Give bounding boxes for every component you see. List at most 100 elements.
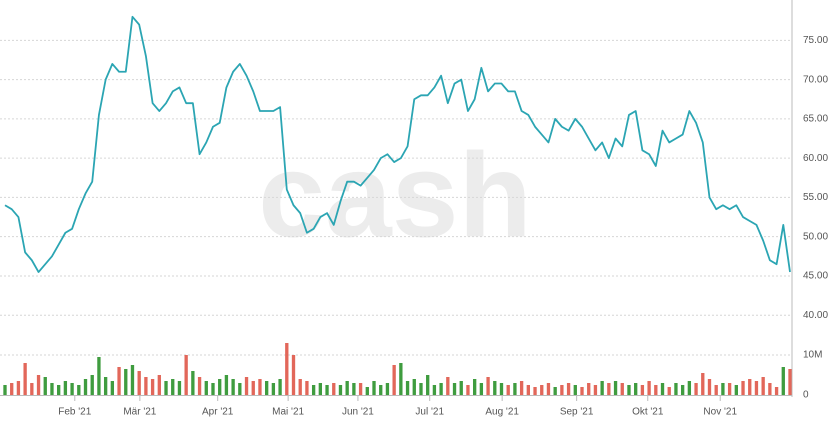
volume-bar [392,365,396,395]
volume-bar [680,385,685,395]
y-tick-label: 70.00 [803,74,828,85]
volume-bar [10,383,14,395]
volume-bar [144,377,148,395]
volume-bar [63,381,68,395]
volume-bar [50,383,54,395]
volume-bar [77,385,81,395]
volume-bar [3,385,7,395]
volume-bar [694,383,698,395]
volume-bar [244,377,249,395]
volume-bar [721,383,725,395]
volume-bar [265,381,269,395]
volume-bar [157,375,161,395]
volume-bar [634,383,638,395]
y-tick-label: 60.00 [803,153,828,164]
volume-bar [305,381,309,395]
x-tick-label: Mär '21 [123,407,156,418]
volume-bar [211,383,215,395]
volume-bar [654,385,658,395]
volume-bar [768,383,772,395]
volume-bar [486,377,490,395]
volume-bar [446,377,450,395]
x-tick-label: Okt '21 [632,407,664,418]
volume-bar [788,369,792,395]
x-tick-label: Jul '21 [415,407,444,418]
volume-bar [647,381,651,395]
volume-bar [506,385,510,395]
volume-bar [171,379,175,395]
volume-bar [526,385,530,395]
y-tick-label: 75.00 [803,35,828,46]
x-tick-label: Jun '21 [342,407,374,418]
volume-bar [472,379,477,395]
volume-bar [419,383,423,395]
volume-bar [191,371,195,395]
volume-bar [291,355,296,395]
volume-bar [345,381,349,395]
volume-bar [674,383,678,395]
volume-bar [573,385,577,395]
volume-bar [258,379,262,395]
volume-bar [164,381,168,395]
x-tick-label: Sep '21 [560,407,594,418]
volume-bar [238,383,242,395]
y-tick-label: 45.00 [803,271,828,282]
volume-bar [593,385,598,395]
volume-bar [130,365,135,395]
volume-bar [332,383,336,395]
volume-bar [540,385,544,395]
volume-bar [499,383,504,395]
volume-bar [399,363,403,395]
volume-bar [285,343,289,395]
volume-bar [707,379,712,395]
volume-bar [580,387,584,395]
volume-bar [607,383,611,395]
watermark: cash [258,129,532,263]
volume-bar [627,385,631,395]
volume-bar [600,381,604,395]
volume-bar [271,383,276,395]
volume-bar [103,377,108,395]
volume-bar [231,379,235,395]
volume-bar [533,387,537,395]
volume-bar [36,375,41,395]
volume-bar [204,381,208,395]
volume-bar [754,381,759,395]
volume-bar [566,383,571,395]
price-line [4,15,791,273]
volume-bar [426,375,430,395]
y-tick-label: 65.00 [803,114,828,125]
volume-bar [748,379,752,395]
volume-bar [358,383,363,395]
volume-bar [224,375,229,395]
volume-bar [466,385,470,395]
volume-bar [311,385,316,395]
volume-bar [352,383,356,395]
y-tick-label: 50.00 [803,231,828,242]
volume-bar [251,381,255,395]
volume-bar [513,383,517,395]
volume-bar [734,385,738,395]
x-tick-label: Mai '21 [272,407,304,418]
volume-bar [23,363,27,395]
volume-bar [640,385,645,395]
volume-bar [70,383,74,395]
volume-bar [43,377,47,395]
volume-bar [379,385,383,395]
volume-bar [613,381,618,395]
volume-bar [177,381,182,395]
volume-bar [57,385,61,395]
volume-bar [218,379,222,395]
volume-bar [687,381,692,395]
volume-bar [197,377,202,395]
volume-bar [479,383,484,395]
volume-bar [318,383,323,395]
volume-bar [117,367,121,395]
volume-bar [365,387,369,395]
volume-bar [761,377,765,395]
volume-bar [110,381,115,395]
volume-bar [298,379,302,395]
volume-bar [83,379,88,395]
volume-bar [325,385,329,395]
volume-bar [150,379,155,395]
